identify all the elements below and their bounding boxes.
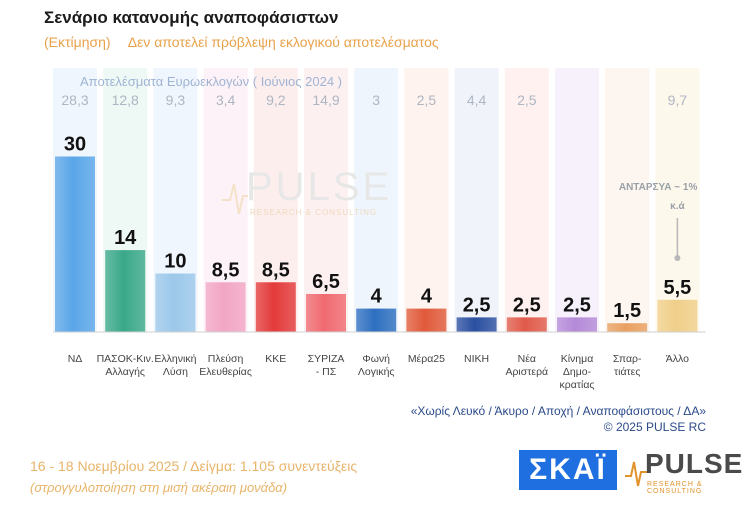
bar [406, 308, 447, 332]
category-label: Σπαρ- [613, 353, 642, 365]
bar-value-label: 5,5 [663, 277, 691, 299]
bar [105, 250, 146, 332]
bar [557, 317, 597, 332]
category-label: Άλλο [666, 353, 689, 365]
reference-value-label: 2,5 [517, 92, 537, 108]
column-band [655, 68, 700, 332]
category-label: Νέα [518, 353, 536, 365]
bar-value-label: 8,5 [262, 259, 290, 281]
category-label: Μέρα25 [408, 353, 445, 365]
annotation-dot [674, 255, 681, 261]
rounding-note: (στρογγυλοποίηση στη μισή ακέραιη μονάδα… [30, 480, 288, 495]
bar [306, 293, 346, 332]
bar-value-label: 2,5 [563, 294, 591, 316]
bar [55, 156, 95, 332]
category-label: - ΠΣ [316, 366, 337, 378]
column-band [354, 68, 399, 332]
column-band [504, 68, 549, 332]
reference-value-label: 3 [372, 92, 380, 108]
bar-value-label: 4 [421, 286, 433, 308]
survey-info: 16 - 18 Νοεμβρίου 2025 / Δείγμα: 1.105 σ… [30, 458, 358, 474]
category-label: Φωνή [362, 353, 390, 365]
bar-value-label: 30 [64, 134, 86, 156]
reference-value-label: 9,2 [266, 92, 286, 108]
bar-value-label: 8,5 [212, 259, 240, 281]
bar [205, 282, 246, 332]
category-label: ΣΥΡΙΖΑ [308, 353, 345, 365]
category-label: Αριστερά [505, 366, 548, 378]
subtitle: (Εκτίμηση) Δεν αποτελεί πρόβλεψη εκλογικ… [44, 34, 439, 50]
category-label: ΠΑΣΟΚ-Κιν. [97, 353, 154, 365]
bar-value-label: 14 [114, 227, 137, 249]
bar [657, 299, 698, 332]
category-label: κρατίας [560, 379, 595, 391]
skai-logo: ΣΚΑΪ [519, 450, 617, 490]
bar-value-label: 2,5 [463, 294, 491, 316]
watermark-wave [222, 183, 248, 215]
bar-value-label: 4 [371, 286, 383, 308]
category-label: τιάτες [614, 366, 640, 378]
copyright: © 2025 PULSE RC [603, 420, 706, 434]
column-band [555, 68, 599, 332]
column-band [454, 68, 499, 332]
category-label: ΝΙΚΗ [464, 353, 489, 365]
page-title: Σενάριο κατανομής αναποφάσιστων [44, 8, 339, 27]
reference-value-label: 14,9 [312, 92, 339, 108]
bar [155, 273, 196, 332]
category-label: Δημο- [563, 366, 592, 378]
category-label: Ελευθερίας [199, 366, 252, 378]
reference-value-label: 28,3 [61, 92, 88, 108]
exclusion-note: «Χωρίς Λευκό / Άκυρο / Αποχή / Αναποφάσι… [410, 404, 706, 418]
watermark-subtext: RESEARCH & CONSULTING [250, 208, 377, 217]
category-label: Λύση [163, 366, 188, 378]
pulse-logo: PULSE RESEARCH & CONSULTING [625, 448, 742, 495]
bar [607, 323, 648, 332]
disclaimer: Δεν αποτελεί πρόβλεψη εκλογικού αποτελέσ… [127, 34, 439, 50]
reference-results-title: Αποτελέσματα Ευρωεκλογών ( Ιούνιος 2024 … [80, 74, 342, 89]
category-label: Πλεύση [208, 353, 244, 365]
category-label: Λογικής [358, 366, 395, 378]
bar-value-label: 6,5 [312, 271, 340, 293]
bar [356, 308, 397, 332]
category-label: Ελληνική [154, 353, 196, 365]
column-band [605, 68, 650, 332]
reference-value-label: 3,4 [216, 92, 236, 108]
bar-value-label: 1,5 [613, 300, 641, 322]
column-band [404, 68, 449, 332]
bar-value-label: 2,5 [513, 294, 541, 316]
reference-value-label: 9,7 [668, 92, 688, 108]
bar [456, 317, 497, 332]
pulse-logo-name: PULSE [645, 448, 744, 479]
annotation-text: ΑΝΤΑΡΣΥΑ ~ 1% [619, 182, 698, 193]
pulse-wave-icon [625, 461, 647, 487]
category-label: ΝΔ [68, 353, 83, 365]
watermark-text: PULSE [246, 165, 392, 209]
reference-value-label: 2,5 [417, 92, 437, 108]
reference-value-label: 12,8 [112, 92, 139, 108]
reference-value-label: 4,4 [467, 92, 487, 108]
category-label: Αλλαγής [105, 366, 145, 378]
bar [255, 282, 296, 332]
reference-value-label: 9,3 [166, 92, 186, 108]
column-band [304, 68, 348, 332]
bar-value-label: 10 [164, 251, 186, 273]
annotation-subtext: κ.ά [670, 201, 685, 212]
category-label: ΚΚΕ [265, 353, 286, 365]
estimate-label: (Εκτίμηση) [44, 34, 111, 50]
category-label: Κίνημα [561, 353, 594, 365]
pulse-logo-sub: RESEARCH & CONSULTING [647, 481, 703, 495]
bar [506, 317, 547, 332]
